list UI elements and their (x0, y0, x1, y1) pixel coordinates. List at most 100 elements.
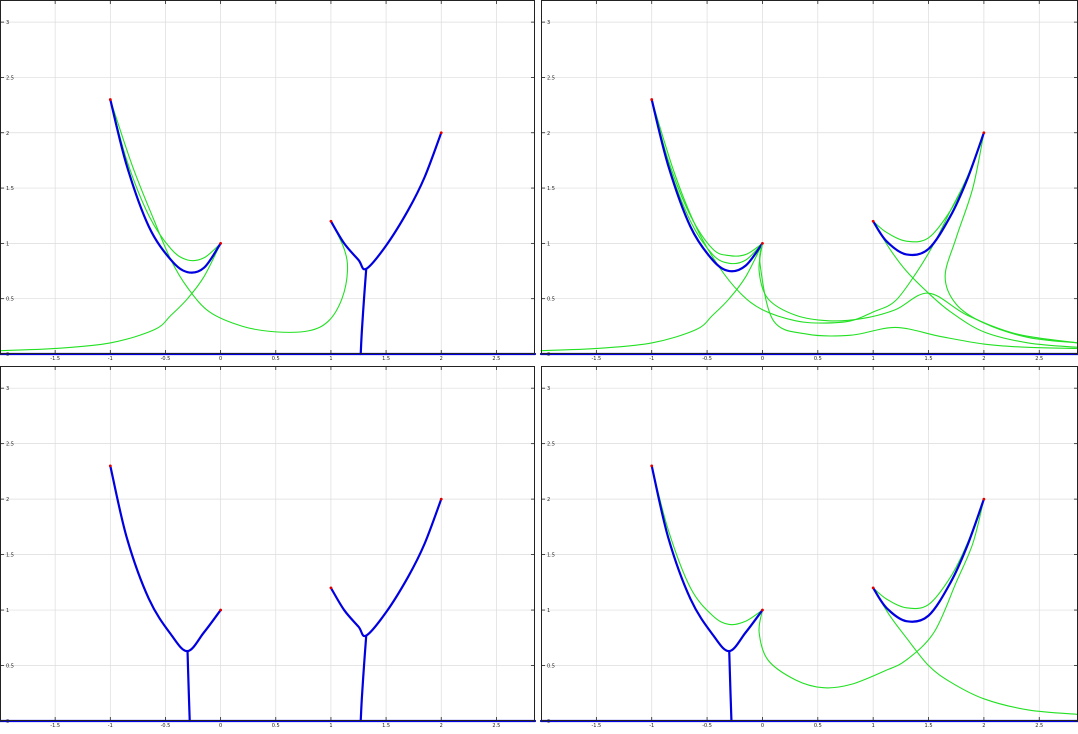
y-tick-label: 0.5 (547, 297, 555, 303)
plot-area (0, 366, 535, 721)
y-tick-label: 1.5 (6, 553, 14, 559)
blue-curve-6 (872, 498, 985, 623)
x-tick-label: 2 (982, 723, 985, 729)
green-curve-1 (651, 99, 985, 324)
blue-curve-4 (650, 98, 764, 273)
endpoint-marker (761, 241, 764, 245)
panel-bottom-right: -1.5 -1 -0.5 0 0.5 1 1.5 2 2.5 0 0.5 1 1.5 2 2.5 3 (539, 366, 1078, 729)
y-tick-label: 1 (547, 608, 550, 614)
x-tick-label: -0.5 (161, 723, 171, 729)
y-tick-label: 2 (547, 131, 550, 137)
y-tick-label: 2.5 (6, 75, 14, 81)
y-tick-label: 3 (547, 386, 550, 392)
endpoint-marker (650, 98, 654, 101)
x-tick-label: 0.5 (272, 356, 280, 362)
blue-curve-4 (650, 464, 764, 653)
x-tick-label: 0.5 (814, 356, 822, 362)
y-tick-label: 2.5 (6, 442, 14, 448)
green-curve-2 (109, 99, 222, 262)
panel-top-right: -1.5 -1 -0.5 0 0.5 1 1.5 2 2.5 0 0.5 1 1.5 2 2.5 3 (539, 0, 1078, 362)
y-tick-label: 0 (6, 352, 9, 358)
x-tick-label: -1.5 (591, 723, 601, 729)
y-tick-label: 1 (6, 241, 9, 247)
blue-curve-2 (329, 498, 443, 638)
y-tick-label: 1.5 (547, 553, 555, 559)
endpoint-marker (871, 219, 875, 223)
x-tick-label: -1.5 (50, 723, 60, 729)
endpoint-marker (650, 464, 654, 468)
x-tick-label: 1.5 (382, 356, 390, 362)
blue-curve-1 (186, 650, 191, 723)
x-tick-label: 0 (219, 356, 222, 362)
endpoint-marker (982, 497, 986, 501)
x-tick-label: 1.5 (925, 356, 933, 362)
green-curve-0 (540, 242, 763, 352)
x-tick-label: -1 (108, 356, 113, 362)
x-tick-label: 1 (872, 356, 875, 362)
green-curve-0 (651, 465, 763, 626)
y-tick-label: 1.5 (6, 186, 14, 192)
x-tick-label: 2.5 (1035, 356, 1043, 362)
blue-curve-4 (329, 131, 443, 271)
axes-frame (0, 366, 535, 721)
endpoint-marker (439, 497, 443, 501)
x-tick-label: -1 (649, 723, 654, 729)
x-tick-label: -0.5 (161, 356, 171, 362)
y-tick-label: 0 (6, 719, 9, 725)
x-tick-label: 0.5 (272, 723, 280, 729)
x-tick-label: -0.5 (702, 356, 712, 362)
green-curve-2 (872, 587, 1078, 715)
panel-top-left: -1.5 -1 -0.5 0 0.5 1 1.5 2 2.5 0 0.5 1 1.5 2 2.5 3 (0, 0, 537, 362)
x-tick-label: -1 (108, 723, 113, 729)
endpoint-marker (219, 241, 223, 245)
blue-curve-0 (109, 464, 222, 653)
y-tick-label: 0.5 (547, 664, 555, 670)
panel-bottom-left: -1.5 -1 -0.5 0 0.5 1 1.5 2 2.5 0 0.5 1 1.5 2 2.5 3 (0, 366, 537, 729)
blue-curve-3 (109, 98, 222, 274)
y-tick-label: 2 (6, 131, 9, 137)
axes-frame (0, 0, 535, 354)
y-tick-label: 2 (6, 497, 9, 503)
y-tick-label: 2.5 (547, 442, 555, 448)
x-tick-label: 1.5 (925, 723, 933, 729)
blue-curve-5 (728, 650, 733, 723)
x-tick-label: 1 (872, 723, 875, 729)
blue-curve-10 (872, 131, 985, 257)
x-tick-label: 0 (761, 723, 764, 729)
x-tick-label: 2 (982, 356, 985, 362)
y-tick-label: 0.5 (6, 664, 14, 670)
x-tick-label: -1.5 (50, 356, 60, 362)
x-tick-label: 0 (761, 356, 764, 362)
x-tick-label: -1.5 (591, 356, 601, 362)
y-tick-label: 2 (547, 497, 550, 503)
endpoint-marker (982, 131, 986, 135)
plot-area (0, 0, 535, 354)
plot-area (541, 0, 1078, 354)
y-tick-label: 1 (547, 241, 550, 247)
blue-curve-3 (359, 634, 368, 723)
endpoint-marker (439, 131, 443, 135)
x-tick-label: 0 (219, 723, 222, 729)
y-tick-label: 3 (6, 20, 9, 26)
green-curve-7 (872, 220, 1078, 348)
x-tick-label: -0.5 (702, 723, 712, 729)
green-curve-0 (0, 242, 222, 352)
x-tick-label: 2 (440, 723, 443, 729)
endpoint-marker (329, 219, 333, 223)
x-tick-label: 2.5 (492, 356, 500, 362)
x-tick-label: 1.5 (382, 723, 390, 729)
endpoint-marker (108, 464, 112, 468)
green-curve-1 (758, 498, 985, 689)
x-tick-label: 1 (329, 356, 332, 362)
y-tick-label: 2.5 (547, 75, 555, 81)
endpoint-marker (108, 98, 112, 101)
x-tick-label: 2 (440, 356, 443, 362)
endpoint-marker (871, 586, 875, 590)
y-tick-label: 0 (547, 719, 550, 725)
x-tick-label: 2.5 (492, 723, 500, 729)
green-curve-6 (759, 242, 1078, 350)
x-tick-label: -1 (649, 356, 654, 362)
y-tick-label: 3 (6, 386, 9, 392)
endpoint-marker (329, 586, 333, 590)
